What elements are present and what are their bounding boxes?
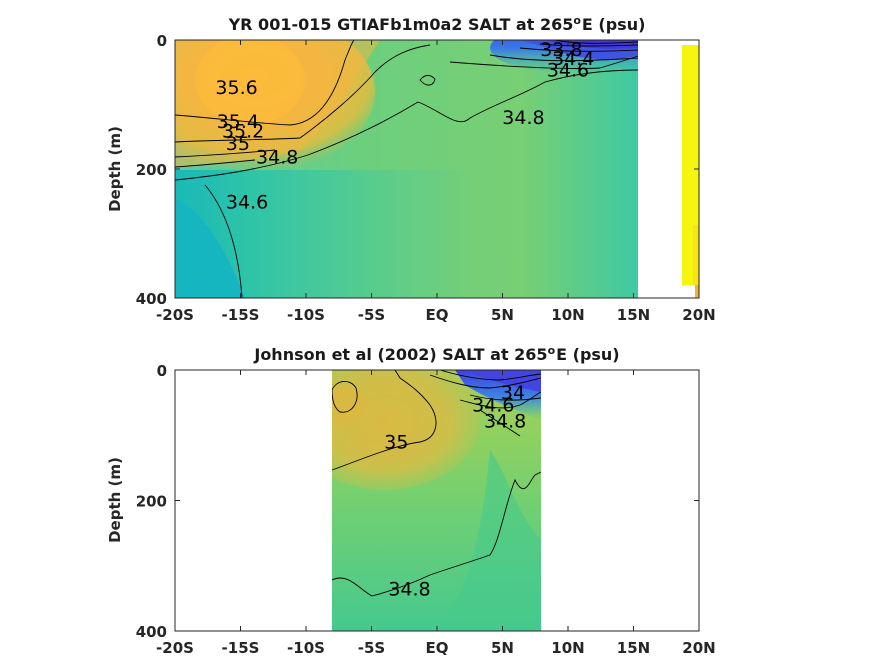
x-tick-label: 10N [551,306,584,324]
x-tick-label: EQ [426,639,449,656]
contour-label: 34 [501,382,525,404]
svg-text:YR 001-015 GTIAFb1m0a2 SALT at: YR 001-015 GTIAFb1m0a2 SALT at 265oE (ps… [228,14,646,34]
x-tick-label: -5S [358,306,385,324]
y-tick-label: 0 [157,32,167,50]
coastal-strip-top-base [695,285,699,298]
y-tick-label: 200 [136,161,167,179]
x-axis-bottom: -20S -15S -10S -5S EQ 5N 10N 15N 20N [156,370,716,656]
contour-label: 34.6 [472,394,514,416]
contour-label: 34.4 [552,48,594,70]
title-tail: E (psu) [556,345,620,364]
y-axis-label-bottom: Depth (m) [106,457,124,543]
contours-bottom [332,370,541,597]
title-bottom: Johnson et al (2002) SALT at 265oE (psu) [253,344,619,364]
x-tick-label: 20N [682,306,715,324]
contour-label: 34.6 [547,59,589,81]
x-tick-label: -15S [222,306,260,324]
y-tick-label: 0 [157,362,167,380]
x-tick-label: 15N [617,306,650,324]
x-tick-label: EQ [426,306,449,324]
y-axis-label-top: Depth (m) [106,126,124,212]
y-tick-label: 200 [136,493,167,511]
contour-label: 34.6 [226,192,268,214]
contour-label: 35 [384,432,408,454]
x-tick-label: 5N [491,306,514,324]
title-superscript: o [573,14,581,27]
x-tick-label: -5S [358,639,385,656]
contour-label: 34.8 [388,578,430,600]
title-superscript: o [548,344,556,357]
panel-bottom: Johnson et al (2002) SALT at 265oE (psu)… [106,344,716,656]
land-mask-top [638,40,682,298]
x-tick-label: -20S [156,306,194,324]
svg-text:Johnson et al (2002) SALT at 2: Johnson et al (2002) SALT at 265oE (psu) [253,344,619,364]
salinity-field-bottom [332,370,541,631]
title-main: Johnson et al (2002) SALT at 265 [253,345,547,364]
contour-label: 34.8 [256,147,298,169]
title-top: YR 001-015 GTIAFb1m0a2 SALT at 265oE (ps… [228,14,646,34]
x-axis-top: -20S -15S -10S -5S EQ 5N 10N 15N 20N [156,40,716,324]
title-tail: E (psu) [582,15,646,34]
contour-label: 34.8 [484,411,526,433]
contour-label: 35.6 [215,77,257,99]
y-tick-label: 400 [136,290,167,308]
panel-top: YR 001-015 GTIAFb1m0a2 SALT at 265oE (ps… [106,14,716,324]
x-tick-label: 15N [617,639,650,656]
y-axis-top: 0 200 400 [136,32,699,308]
coastal-strip-top-lower [693,225,699,285]
x-tick-label: 10N [551,639,584,656]
x-tick-label: -20S [156,639,194,656]
x-tick-label: -10S [287,306,325,324]
contour-label: 35.4 [217,111,259,133]
contours-top [175,40,638,298]
contour-label: 34.8 [502,107,544,129]
title-main: YR 001-015 GTIAFb1m0a2 SALT at 265 [228,15,574,34]
x-tick-label: -15S [222,639,260,656]
x-tick-label: -10S [287,639,325,656]
contour-label: 35 [226,133,250,155]
y-axis-bottom: 0 200 400 [136,362,699,641]
y-tick-label: 400 [136,623,167,641]
x-tick-label: 5N [491,639,514,656]
contour-label: 35.2 [222,121,264,143]
x-tick-label: 20N [682,639,715,656]
contour-label: 33.8 [540,39,582,61]
